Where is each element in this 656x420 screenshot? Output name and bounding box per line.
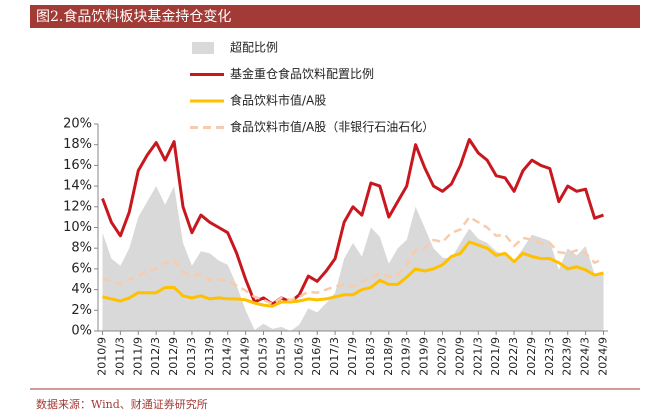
- x-tick-label: 2020/9: [453, 337, 466, 376]
- y-tick-label: 12%: [63, 199, 92, 214]
- x-tick-label: 2021/3: [471, 337, 484, 376]
- x-tick-label: 2017/9: [346, 337, 359, 376]
- legend-label: 食品饮料市值/A股: [230, 93, 326, 108]
- legend-label: 超配比例: [230, 40, 278, 55]
- legend-swatch: [192, 42, 214, 54]
- x-tick-label: 2019/3: [400, 337, 413, 376]
- x-tick-label: 2020/3: [435, 337, 448, 376]
- x-tick-label: 2023/9: [561, 337, 574, 376]
- y-tick-label: 20%: [63, 117, 92, 132]
- legend-label: 基金重仓食品饮料配置比例: [230, 66, 374, 81]
- x-tick-label: 2015/9: [274, 337, 287, 376]
- y-tick-label: 10%: [63, 220, 92, 235]
- y-tick-label: 14%: [63, 179, 92, 194]
- x-tick-label: 2011/3: [113, 337, 126, 376]
- x-tick-label: 2011/9: [131, 337, 144, 376]
- y-tick-label: 4%: [71, 282, 92, 297]
- x-tick-label: 2012/9: [167, 337, 180, 376]
- x-tick-label: 2016/3: [292, 337, 305, 376]
- x-tick-label: 2018/9: [382, 337, 395, 376]
- x-tick-label: 2019/9: [418, 337, 431, 376]
- y-tick-label: 16%: [63, 158, 92, 173]
- x-tick-label: 2017/3: [328, 337, 341, 376]
- line: [101, 138, 604, 306]
- x-tick-label: 2016/9: [310, 337, 323, 376]
- x-tick-label: 2021/9: [489, 337, 502, 376]
- x-tick-label: 2024/9: [597, 337, 610, 376]
- x-tick-label: 2012/3: [149, 337, 162, 376]
- x-tick-label: 2024/3: [579, 337, 592, 376]
- x-tick-label: 2018/3: [364, 337, 377, 376]
- x-tick-label: 2014/3: [221, 337, 234, 376]
- title-bar: [30, 5, 640, 28]
- x-tick-label: 2023/3: [543, 337, 556, 376]
- y-tick-label: 6%: [71, 261, 92, 276]
- area: [102, 186, 604, 331]
- x-tick-label: 2010/9: [95, 337, 108, 376]
- x-tick-label: 2013/3: [185, 337, 198, 376]
- y-tick-label: 18%: [63, 137, 92, 152]
- line: [102, 240, 604, 308]
- source-note: 数据来源：Wind、财通证券研究所: [36, 397, 208, 411]
- y-tick-label: 8%: [71, 241, 92, 256]
- x-tick-label: 2015/3: [257, 337, 270, 376]
- x-tick-label: 2022/3: [507, 337, 520, 376]
- y-tick-label: 2%: [71, 303, 92, 318]
- x-tick-label: 2022/9: [525, 337, 538, 376]
- line: [102, 215, 605, 306]
- legend-label: 食品饮料市值/A股（非银行石油石化）: [230, 119, 434, 134]
- x-tick-label: 2014/9: [239, 337, 252, 376]
- chart-title: 图2.食品饮料板块基金持仓变化: [36, 8, 231, 25]
- y-tick-label: 0%: [71, 324, 92, 339]
- x-tick-label: 2013/9: [203, 337, 216, 376]
